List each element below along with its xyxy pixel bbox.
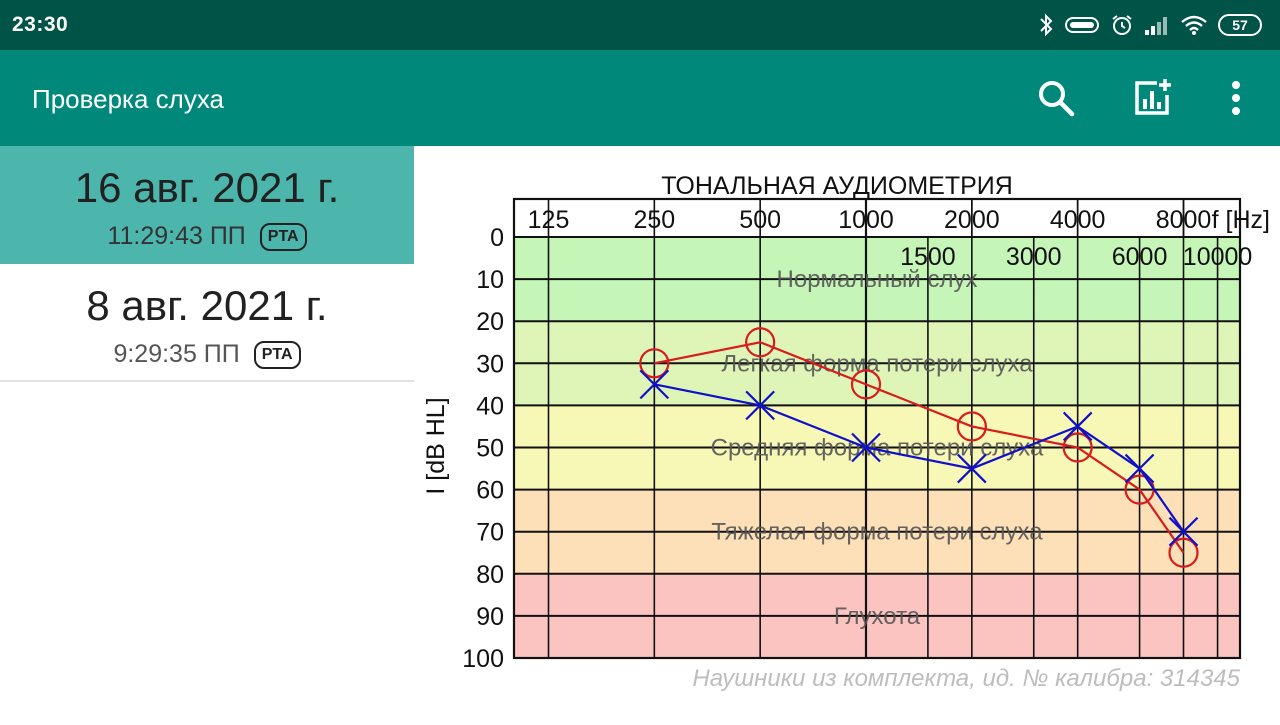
data-point-cross [745, 390, 775, 421]
pta-badge: PTA [253, 340, 301, 369]
chart-footnote: Наушники из комплекта, ид. № калибра: 31… [692, 665, 1240, 692]
battery-indicator: 57 [1218, 14, 1262, 36]
data-point-cross [1168, 516, 1199, 547]
app-bar: Проверка слуха [0, 50, 1280, 146]
zone-label: Средняя форма потери слуха [711, 435, 1044, 462]
overflow-menu-button[interactable] [1212, 74, 1260, 122]
data-point-circle [1168, 537, 1199, 568]
session-date: 16 авг. 2021 г. [74, 164, 340, 211]
session-item-selected[interactable]: 16 авг. 2021 г. 11:29:43 ПП PTA [0, 146, 414, 264]
add-chart-icon [1135, 79, 1171, 115]
x-tick-label: 500 [739, 206, 781, 234]
audiogram-chart: Нормальный слух Легкая форма потери слуха… [422, 172, 1270, 692]
y-tick-label: 40 [476, 392, 504, 420]
right-ear-line [654, 341, 1185, 554]
pta-badge: PTA [259, 222, 307, 251]
session-time: 11:29:43 ПП [107, 222, 246, 250]
data-point-cross [1124, 453, 1155, 484]
y-tick-label: 10 [476, 266, 504, 294]
y-tick-label: 30 [476, 350, 504, 378]
y-tick-label: 60 [476, 477, 504, 505]
data-point-circle [956, 411, 987, 442]
grid-layer [512, 197, 1242, 660]
zone-label: Тяжелая форма потери слуха [711, 519, 1043, 546]
zone-label: Легкая форма потери слуха [721, 350, 1033, 377]
data-point-cross [639, 369, 670, 400]
data-point-cross [1062, 411, 1093, 442]
y-tick-label: 50 [476, 435, 504, 463]
x-axis-label: f [Hz] [1212, 206, 1270, 234]
x-tick-label: 125 [528, 206, 570, 234]
search-button[interactable] [1032, 74, 1080, 122]
alarm-icon [1112, 15, 1132, 35]
data-point-circle [745, 327, 776, 358]
session-meta: 11:29:43 ПП PTA [0, 222, 414, 251]
y-tick-label: 20 [476, 308, 504, 336]
x-tick-label: 1000 [838, 206, 894, 234]
session-item[interactable]: 8 авг. 2021 г. 9:29:35 ПП PTA [0, 264, 414, 382]
y-tick-label: 80 [476, 561, 504, 589]
signal-icon [1145, 17, 1167, 35]
y-tick-label: 100 [462, 645, 504, 673]
chart-title: ТОНАЛЬНАЯ АУДИОМЕТРИЯ [661, 172, 1013, 200]
audiogram-panel: Нормальный слух Легкая форма потери слуха… [414, 146, 1280, 720]
status-time: 23:30 [12, 13, 69, 36]
session-time: 9:29:35 ПП [113, 340, 240, 368]
x-tick-label-mid: 1500 [900, 243, 956, 271]
data-point-circle [850, 369, 882, 400]
more-vert-icon [1232, 81, 1240, 115]
sessions-list: 16 авг. 2021 г. 11:29:43 ПП PTA 8 авг. 2… [0, 146, 414, 720]
x-tick-label: 250 [633, 206, 675, 234]
zone-label: Нормальный слух [777, 266, 978, 293]
status-bar: 23:30 57 [0, 0, 1280, 50]
y-axis-label: I [dB HL] [422, 397, 450, 494]
wifi-icon [1181, 15, 1207, 35]
data-point-cross [851, 432, 881, 463]
status-icons: 57 [1038, 10, 1262, 40]
data-point-circle [639, 348, 670, 379]
data-point-circle [1062, 432, 1093, 463]
y-tick-label: 0 [490, 224, 504, 252]
x-tick-label: 8000 [1156, 206, 1212, 234]
x-tick-label-mid: 10000 [1183, 243, 1253, 271]
x-tick-label-mid: 6000 [1112, 243, 1168, 271]
header-band [514, 199, 1240, 237]
zone-labels: Нормальный слух Легкая форма потери слуха… [711, 266, 1044, 630]
y-tick-label: 70 [476, 519, 504, 547]
x-tick-label-mid: 3000 [1006, 243, 1062, 271]
vibrate-icon [1065, 17, 1099, 33]
x-tick-label: 2000 [944, 206, 1000, 234]
session-date: 8 авг. 2021 г. [86, 282, 328, 329]
data-point-cross [957, 453, 987, 484]
add-test-button[interactable] [1128, 74, 1176, 122]
search-icon [1039, 81, 1075, 117]
x-tick-label: 4000 [1050, 206, 1106, 234]
zone-label: Глухота [834, 603, 921, 630]
page-title: Проверка слуха [32, 84, 225, 114]
chart-frame [512, 197, 1242, 660]
y-tick-label: 90 [476, 603, 504, 631]
series-layer [639, 327, 1199, 568]
bluetooth-icon [1040, 13, 1053, 37]
session-meta: 9:29:35 ПП PTA [0, 340, 414, 369]
